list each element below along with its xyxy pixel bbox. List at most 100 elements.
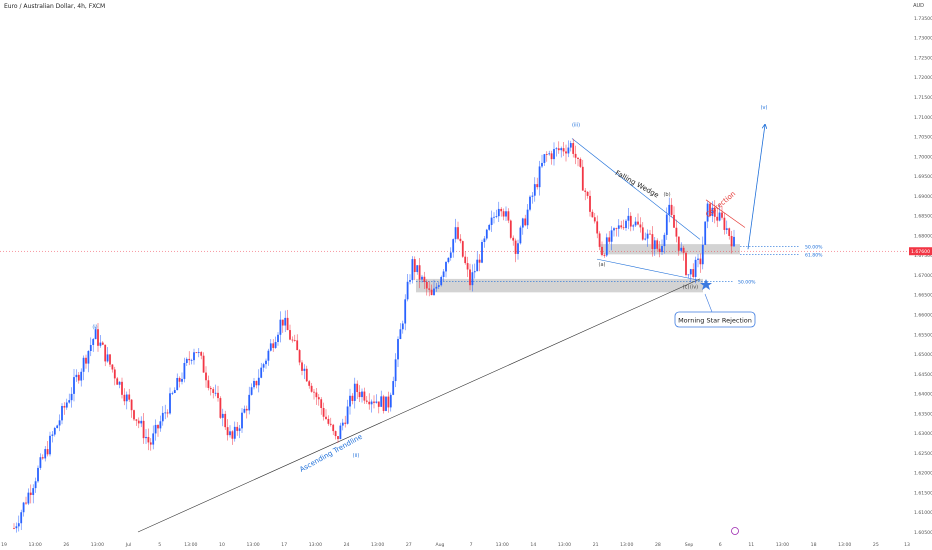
candle-body: [337, 436, 339, 440]
candle-body: [214, 392, 217, 394]
candle-body: [281, 319, 284, 326]
candle-body: [116, 378, 119, 385]
candle-body: [704, 221, 707, 245]
candle-body: [118, 381, 121, 385]
candle-body: [351, 395, 354, 401]
candle-body: [135, 419, 138, 421]
candle-body: [397, 339, 399, 360]
candle-body: [15, 526, 18, 529]
candle-body: [207, 380, 210, 388]
y-tick-label: 1.61500: [914, 490, 932, 496]
candle-body: [553, 149, 555, 160]
candle-body: [341, 422, 344, 426]
y-tick-label: 1.68500: [914, 214, 932, 220]
candle-body: [572, 143, 575, 154]
candle-body: [601, 246, 603, 256]
candle-body: [711, 207, 714, 216]
candle-body: [154, 424, 157, 434]
candle-body: [104, 344, 107, 362]
wave-label-iii: (iii): [572, 123, 580, 129]
candle-body: [358, 392, 361, 398]
candle-body: [212, 389, 215, 393]
candle-body: [149, 442, 152, 445]
y-tick-label: 1.70000: [914, 154, 932, 160]
price-tag-label: 1.67600: [911, 249, 930, 255]
candle-body: [365, 400, 368, 402]
candle-body: [56, 425, 59, 429]
y-tick-label: 1.68000: [914, 233, 932, 239]
candle-body: [598, 233, 601, 247]
candle-body: [253, 380, 255, 388]
candle-body: [113, 369, 116, 379]
candle-body: [85, 357, 87, 364]
candle-body: [656, 240, 659, 249]
candle-body: [447, 257, 450, 262]
candle-body: [586, 191, 589, 196]
candle-body: [668, 204, 671, 215]
wave-label-i: (i): [92, 324, 97, 330]
candle-body: [248, 394, 251, 411]
candle-body: [195, 352, 198, 354]
candle-body: [65, 402, 68, 408]
candle-body: [495, 216, 498, 217]
candle-body: [29, 492, 32, 495]
candle-body: [73, 377, 75, 394]
x-tick-label: 17: [281, 542, 287, 548]
y-tick-label: 1.73000: [914, 36, 932, 42]
x-tick-label: 13:00: [838, 542, 851, 548]
candle-body: [51, 434, 54, 436]
candle-body: [70, 393, 73, 401]
candle-body: [125, 394, 128, 402]
candle-body: [529, 196, 531, 210]
chart-title: Euro / Australian Dollar, 4h, FXCM: [4, 3, 106, 10]
x-tick-label: 27: [406, 542, 412, 548]
x-tick-label: 13:00: [620, 542, 633, 548]
candle-body: [317, 397, 320, 400]
candle-body: [130, 399, 133, 411]
candle-body: [481, 241, 483, 263]
candle-body: [301, 362, 303, 371]
candle-body: [161, 412, 164, 422]
candle-body: [497, 208, 500, 217]
ascending-trendline: [137, 278, 701, 533]
candle-body: [190, 360, 193, 361]
star-icon: [700, 279, 712, 290]
candle-body: [387, 396, 390, 408]
wedge-upper-line: [571, 138, 701, 240]
candle-body: [145, 436, 147, 439]
candle-body: [236, 426, 239, 431]
candle-body: [718, 212, 721, 221]
candle-body: [442, 271, 445, 277]
fib-level-50-upper-label: 50.00%: [805, 244, 823, 250]
candle-body: [229, 431, 231, 436]
wave-label-iv: (iv): [690, 284, 698, 290]
candle-body: [53, 428, 56, 435]
candle-body: [27, 492, 30, 504]
candle-body: [82, 357, 85, 372]
candle-body: [197, 352, 200, 353]
candle-body: [279, 319, 282, 335]
candle-body: [257, 377, 260, 386]
candle-body: [641, 227, 644, 240]
candle-body: [46, 449, 49, 455]
y-tick-label: 1.70500: [914, 135, 932, 141]
candle-body: [49, 435, 51, 455]
candle-body: [269, 343, 272, 351]
candle-body: [61, 406, 63, 421]
candle-body: [128, 394, 131, 400]
candle-body: [581, 166, 584, 191]
candle-body: [646, 233, 649, 239]
candle-body: [584, 190, 587, 192]
event-marker-icon[interactable]: [731, 527, 739, 535]
candle-body: [560, 148, 563, 151]
candle-body: [471, 272, 474, 286]
candle-body: [454, 227, 457, 240]
candle-body: [267, 350, 270, 361]
candle-body: [629, 215, 632, 227]
currency-label: AUD: [913, 3, 924, 9]
candle-body: [368, 401, 371, 405]
candle-body: [689, 269, 692, 275]
y-tick-label: 1.71500: [914, 95, 932, 101]
candle-body: [370, 401, 373, 405]
